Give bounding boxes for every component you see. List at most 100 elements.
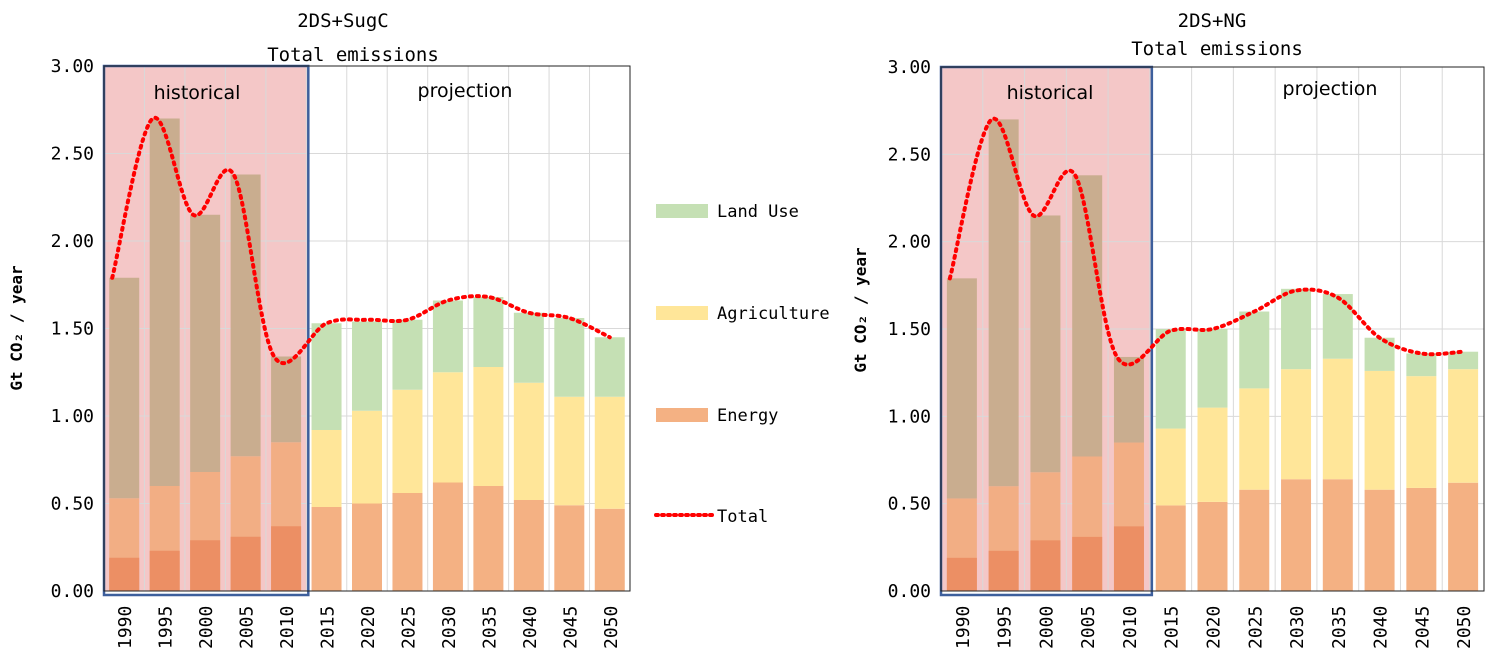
bar-agriculture [392, 389, 423, 493]
x-tick-label: 2045 [1412, 606, 1433, 649]
bar-energy [1322, 479, 1353, 591]
projection-label: projection [1283, 78, 1378, 100]
bar-land-use [513, 312, 544, 383]
y-tick-label: 0.00 [51, 581, 94, 602]
bar-energy [311, 507, 342, 591]
bar-agriculture [149, 118, 180, 486]
bar-agriculture [594, 396, 625, 509]
bar-energy-base [271, 526, 302, 591]
y-tick-label: 1.50 [888, 319, 931, 340]
bar-energy [1239, 489, 1270, 591]
projection-label: projection [418, 80, 513, 102]
bar-energy [594, 508, 625, 591]
chart-title: 2DS+SugC [297, 10, 389, 32]
x-tick-label: 2010 [1120, 606, 1141, 649]
bar-agriculture [109, 277, 140, 499]
x-tick-label: 2020 [358, 606, 379, 649]
chart-2ds-ng: 0.00 0.50 1.00 1.50 2.00 2.50 3.00 1990 1995 2000… [851, 10, 1485, 649]
x-tick-label: 2025 [1245, 606, 1266, 649]
chart-subtitle: Total emissions [1131, 38, 1303, 60]
x-tick-label: 1990 [953, 606, 974, 649]
bar-energy [432, 482, 463, 591]
legend-swatch-agriculture [656, 306, 708, 320]
bar-agriculture [190, 214, 221, 472]
bar-land-use [554, 318, 585, 397]
bar-energy-base [149, 550, 180, 591]
bar-energy-base [190, 540, 221, 591]
bar-energy-base [1072, 536, 1103, 591]
y-axis-label: Gt CO₂ / year [7, 265, 26, 390]
y-tick-label: 3.00 [51, 56, 94, 77]
bar-land-use [1155, 329, 1186, 429]
y-tick-label: 3.00 [888, 57, 931, 78]
bar-energy [1448, 482, 1479, 591]
bar-energy [1364, 489, 1395, 591]
bar-agriculture [1406, 376, 1437, 488]
bar-agriculture [473, 367, 504, 486]
bar-energy [554, 505, 585, 591]
x-tick-label: 2015 [1162, 606, 1183, 649]
x-tick-label: 2035 [479, 606, 500, 649]
x-tick-label: 2025 [398, 606, 419, 649]
x-tick-label: 2020 [1204, 606, 1225, 649]
x-tick-label: 2030 [439, 606, 460, 649]
x-tick-label: 1990 [115, 606, 136, 649]
bar-agriculture [1197, 407, 1228, 502]
bar-agriculture [230, 174, 261, 457]
bar-land-use [392, 319, 423, 390]
bar-agriculture [352, 410, 382, 504]
bar-agriculture [432, 372, 463, 483]
x-tick-label: 2040 [520, 606, 541, 649]
bar-agriculture [1030, 215, 1061, 473]
bar-energy [392, 493, 423, 591]
bar-energy [352, 503, 382, 591]
bar-land-use [1322, 294, 1353, 359]
bar-agriculture [271, 356, 302, 443]
x-tick-label: 2045 [560, 606, 581, 649]
bar-agriculture [1281, 369, 1312, 480]
bar-land-use [1448, 351, 1479, 370]
y-axis-label: Gt CO₂ / year [851, 247, 870, 372]
bar-agriculture [554, 396, 585, 506]
bar-energy [1281, 479, 1312, 591]
y-tick-label: 1.50 [51, 319, 94, 340]
x-tick-label: 2015 [318, 606, 339, 649]
bar-agriculture [1113, 356, 1144, 443]
bar-agriculture [1322, 358, 1353, 480]
x-tick-label: 1995 [995, 606, 1016, 649]
bar-agriculture [1448, 369, 1479, 483]
y-tick-label: 2.00 [888, 232, 931, 253]
legend: Land Use Agriculture Energy Total [654, 202, 830, 527]
y-tick-label: 0.50 [51, 494, 94, 515]
y-tick-label: 0.50 [888, 494, 931, 515]
x-tick-label: 2030 [1287, 606, 1308, 649]
bar-agriculture [988, 119, 1019, 487]
total-line [947, 116, 1466, 367]
chart-subtitle: Total emissions [267, 44, 439, 66]
plot-border [103, 65, 631, 592]
bar-land-use [311, 323, 342, 430]
y-tick-label: 1.00 [888, 406, 931, 427]
bar-agriculture [1239, 388, 1270, 490]
bar-energy-base [988, 550, 1019, 591]
y-tick-label: 2.00 [51, 231, 94, 252]
legend-swatch-land-use [656, 204, 708, 218]
x-tick-label: 2035 [1329, 606, 1350, 649]
x-tick-label: 2040 [1371, 606, 1392, 649]
bar-energy-base [109, 557, 140, 591]
y-tick-label: 0.00 [888, 581, 931, 602]
legend-label-agriculture: Agriculture [717, 304, 830, 324]
bar-energy-base [946, 557, 977, 591]
legend-label-energy: Energy [717, 406, 778, 426]
legend-label-total: Total [717, 507, 768, 527]
bar-agriculture [1155, 428, 1186, 506]
x-tick-label: 1995 [156, 606, 177, 649]
bar-land-use [473, 297, 504, 367]
bar-agriculture [311, 430, 342, 507]
bar-agriculture [946, 278, 977, 499]
bar-land-use [352, 321, 382, 411]
historical-label: historical [1007, 82, 1094, 104]
bar-land-use [432, 300, 463, 373]
y-tick-label: 2.50 [888, 144, 931, 165]
